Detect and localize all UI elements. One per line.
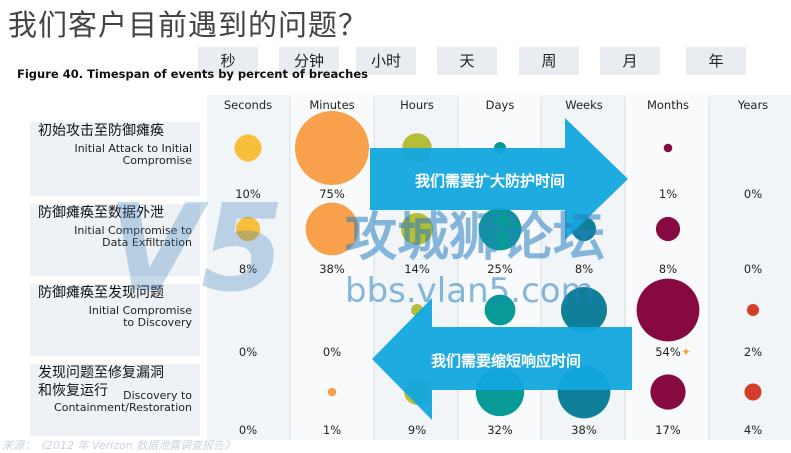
- percent-label: 17%: [655, 423, 681, 437]
- column-header: Minutes: [309, 98, 354, 112]
- bubble-mark: [305, 202, 359, 256]
- bubble-mark: [478, 207, 522, 251]
- percent-label: 0%: [744, 262, 762, 276]
- row-label-band: [30, 204, 200, 276]
- figure-caption: Figure 40. Timespan of events by percent…: [17, 67, 368, 81]
- unit-days-label: 天: [437, 47, 497, 75]
- percent-label: 38%: [319, 262, 345, 276]
- bubble-mark: [560, 286, 608, 334]
- bubble-mark: [484, 294, 516, 326]
- bubble-mark: [636, 278, 700, 342]
- percent-label: 9%: [408, 423, 426, 437]
- percent-label: 75%: [319, 187, 345, 201]
- percent-label: 1%: [659, 187, 677, 201]
- row-label-en: Compromise: [123, 154, 193, 167]
- shorten-arrow-label: 我们需要缩短响应时间: [431, 352, 581, 370]
- bubble-mark: [327, 387, 337, 397]
- bubble-mark: [295, 111, 369, 185]
- bubble-mark: [655, 216, 681, 242]
- column-header: Weeks: [565, 98, 603, 112]
- shorten-arrow: [372, 298, 632, 420]
- asterisk-marker: ✦: [681, 345, 691, 359]
- percent-label: 8%: [239, 262, 257, 276]
- bubble-mark: [401, 213, 433, 245]
- unit-seconds-label: 秒: [198, 47, 258, 75]
- row-label-en: Data Exfiltration: [102, 236, 192, 249]
- row-label-en: Initial Attack to Initial: [74, 142, 192, 155]
- unit-years-label: 年: [686, 47, 746, 75]
- percent-label: 0%: [239, 423, 257, 437]
- percent-label: 0%: [744, 187, 762, 201]
- row-label-en: to Discovery: [123, 316, 192, 329]
- column-header: Days: [486, 98, 515, 112]
- watermark-url: bbs.vlan5.com: [345, 271, 594, 311]
- bubble-mark: [744, 383, 762, 401]
- expand-arrow-label: 我们需要扩大防护时间: [415, 172, 565, 190]
- unit-minutes-label: 分钟: [279, 47, 339, 75]
- row-label-cn: 防御瘫痪至数据外泄: [38, 205, 164, 221]
- percent-label: 0%: [323, 345, 341, 359]
- bubble-mark: [663, 143, 673, 153]
- percent-label: 8%: [659, 262, 677, 276]
- bubble-mark: [235, 216, 261, 242]
- row-label-cn: 初始攻击至防御瘫痪: [38, 122, 164, 139]
- row-label-cn: 发现问题至修复漏洞: [38, 364, 164, 381]
- percent-label: 4%: [744, 423, 762, 437]
- expand-arrow: [370, 118, 628, 240]
- column-header: Hours: [400, 98, 434, 112]
- percent-label: 32%: [487, 423, 513, 437]
- unit-hours-label: 小时: [356, 47, 416, 75]
- column-header: Years: [737, 98, 768, 112]
- source-note: 来源：《2012 年 Verizon 数据泄露调查报告》: [2, 439, 236, 452]
- percent-label: 1%: [323, 423, 341, 437]
- column-header: Months: [647, 98, 689, 112]
- unit-weeks-label: 周: [519, 47, 579, 75]
- row-label-en: Initial Compromise: [89, 304, 193, 317]
- watermark-text: 攻城狮论坛: [345, 208, 605, 268]
- row-label-cn: 和恢复运行: [38, 382, 108, 399]
- row-label-en: Discovery to: [123, 389, 192, 402]
- row-label-band: [30, 284, 200, 356]
- page-title: 我们客户目前遇到的问题？: [8, 8, 369, 42]
- row-label-band: [30, 364, 200, 436]
- column-band: [709, 95, 791, 440]
- row-label-cn: 防御瘫痪至发现问题: [38, 285, 164, 301]
- row-label-en: Initial Compromise to: [74, 224, 192, 237]
- percent-label: 0%: [239, 345, 257, 359]
- row-label-band: [30, 122, 200, 196]
- percent-label: 14%: [404, 262, 430, 276]
- bubble-mark: [234, 134, 262, 162]
- percent-label: 10%: [235, 187, 261, 201]
- percent-label: 8%: [575, 262, 593, 276]
- bubble-mark: [650, 374, 686, 410]
- row-label-en: Containment/Restoration: [54, 401, 192, 414]
- percent-label: 54%: [655, 345, 681, 359]
- percent-label: 38%: [571, 423, 597, 437]
- bubble-mark: [746, 303, 760, 317]
- column-header: Seconds: [224, 98, 272, 112]
- watermark-logo: V5: [108, 180, 284, 319]
- unit-months-label: 月: [600, 47, 660, 75]
- percent-label: 2%: [744, 345, 762, 359]
- percent-label: 25%: [487, 262, 513, 276]
